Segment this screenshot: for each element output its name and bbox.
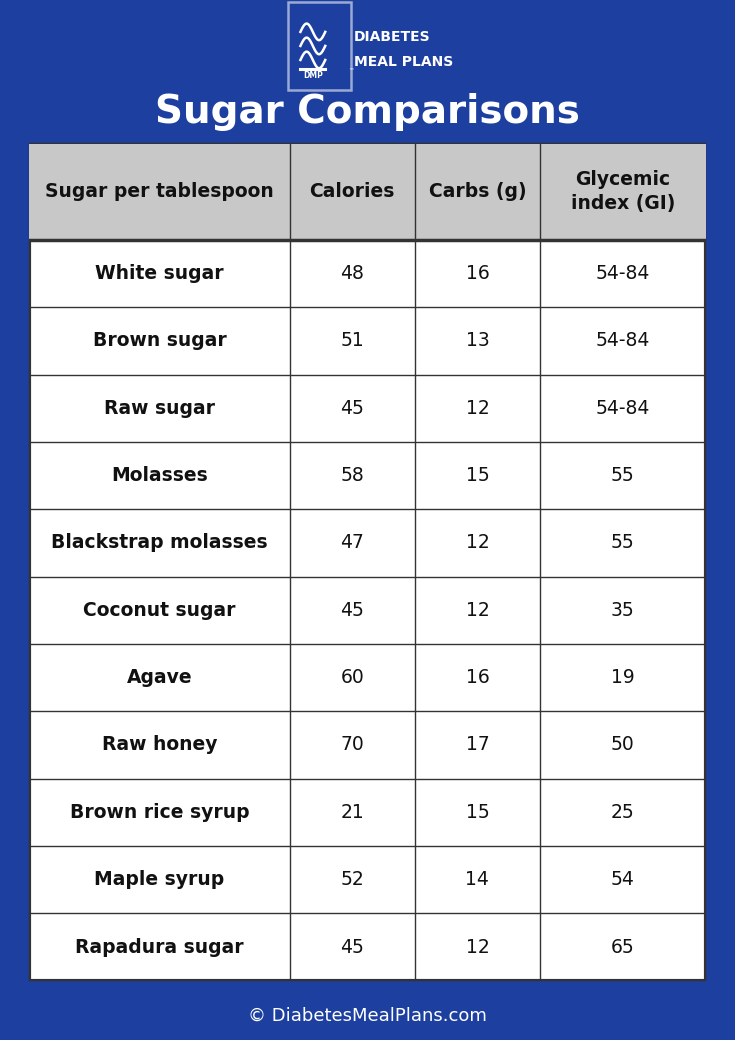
Text: 70: 70 bbox=[340, 735, 364, 754]
Text: Maple syrup: Maple syrup bbox=[94, 870, 225, 889]
Text: 52: 52 bbox=[340, 870, 364, 889]
Text: ™: ™ bbox=[348, 70, 354, 74]
Text: 17: 17 bbox=[465, 735, 490, 754]
Text: Molasses: Molasses bbox=[111, 466, 208, 485]
Text: DIABETES: DIABETES bbox=[354, 29, 431, 44]
Text: 19: 19 bbox=[611, 668, 634, 687]
Text: 16: 16 bbox=[465, 264, 490, 283]
Text: DMP: DMP bbox=[303, 72, 323, 80]
Text: 58: 58 bbox=[340, 466, 364, 485]
Text: 54-84: 54-84 bbox=[595, 264, 650, 283]
Text: Rapadura sugar: Rapadura sugar bbox=[75, 937, 244, 957]
Text: 47: 47 bbox=[340, 534, 365, 552]
Text: 12: 12 bbox=[465, 398, 490, 418]
Bar bbox=[0, 0, 735, 144]
Text: 45: 45 bbox=[340, 601, 365, 620]
Text: 21: 21 bbox=[340, 803, 364, 822]
Text: 15: 15 bbox=[465, 803, 490, 822]
Text: 60: 60 bbox=[340, 668, 364, 687]
Text: Brown rice syrup: Brown rice syrup bbox=[70, 803, 249, 822]
Bar bbox=[26, 140, 709, 984]
Text: 55: 55 bbox=[611, 466, 634, 485]
Text: 45: 45 bbox=[340, 937, 365, 957]
Text: Carbs (g): Carbs (g) bbox=[429, 182, 526, 201]
Text: Brown sugar: Brown sugar bbox=[93, 332, 226, 350]
Text: Raw honey: Raw honey bbox=[102, 735, 218, 754]
Text: 14: 14 bbox=[465, 870, 490, 889]
Text: 12: 12 bbox=[465, 534, 490, 552]
Text: 48: 48 bbox=[340, 264, 365, 283]
Text: Glycemic
index (GI): Glycemic index (GI) bbox=[570, 171, 675, 213]
Text: © DiabetesMealPlans.com: © DiabetesMealPlans.com bbox=[248, 1007, 487, 1024]
FancyBboxPatch shape bbox=[288, 2, 351, 90]
Text: 54-84: 54-84 bbox=[595, 398, 650, 418]
Text: Raw sugar: Raw sugar bbox=[104, 398, 215, 418]
Text: 12: 12 bbox=[465, 937, 490, 957]
Text: 16: 16 bbox=[465, 668, 490, 687]
Bar bbox=[415, 144, 540, 240]
Text: 50: 50 bbox=[611, 735, 634, 754]
Text: Blackstrap molasses: Blackstrap molasses bbox=[51, 534, 268, 552]
Text: Agave: Agave bbox=[126, 668, 193, 687]
Text: 15: 15 bbox=[465, 466, 490, 485]
Text: 35: 35 bbox=[611, 601, 634, 620]
Text: 55: 55 bbox=[611, 534, 634, 552]
Text: 54-84: 54-84 bbox=[595, 332, 650, 350]
Text: 25: 25 bbox=[611, 803, 634, 822]
Text: MEAL PLANS: MEAL PLANS bbox=[354, 54, 453, 69]
Text: 12: 12 bbox=[465, 601, 490, 620]
Text: Coconut sugar: Coconut sugar bbox=[83, 601, 236, 620]
Text: Sugar Comparisons: Sugar Comparisons bbox=[155, 93, 580, 131]
Bar bbox=[29, 144, 290, 240]
Text: 65: 65 bbox=[611, 937, 634, 957]
Text: 45: 45 bbox=[340, 398, 365, 418]
Text: 13: 13 bbox=[465, 332, 490, 350]
Text: 54: 54 bbox=[611, 870, 635, 889]
Bar bbox=[290, 144, 415, 240]
Text: Sugar per tablespoon: Sugar per tablespoon bbox=[45, 182, 274, 201]
Text: White sugar: White sugar bbox=[96, 264, 224, 283]
Text: Calories: Calories bbox=[309, 182, 395, 201]
Bar bbox=[540, 144, 706, 240]
Bar bbox=[29, 144, 706, 981]
Bar bbox=[0, 991, 735, 1040]
Text: 51: 51 bbox=[340, 332, 364, 350]
